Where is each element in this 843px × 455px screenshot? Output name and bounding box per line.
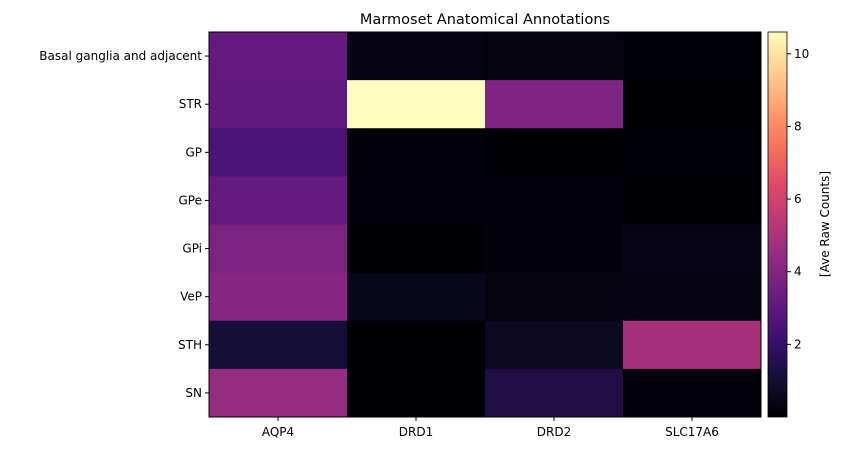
heatmap-cell [347,320,486,370]
y-tick-label: GP [185,145,202,159]
y-tick-label: STR [179,97,202,111]
colorbar [767,31,788,418]
heatmap-cell [347,80,486,129]
colorbar-tick-label: 4 [794,265,802,279]
colorbar-tick-label: 8 [794,119,802,133]
y-tick-label: Basal ganglia and adjacent [39,49,202,63]
y-tick-label: VeP [180,290,202,304]
heatmap-cell [623,320,762,370]
heatmap-cell [623,32,762,81]
heatmap-cell [347,32,486,81]
heatmap-cell [347,224,486,274]
heatmap-cell [623,80,762,129]
x-tick-label: DRD2 [537,425,571,439]
y-tick-label: SN [185,386,202,400]
chart-title: Marmoset Anatomical Annotations [360,12,610,28]
heatmap-cell [485,176,624,225]
heatmap-cell [209,368,348,418]
x-tick-label: DRD1 [399,425,433,439]
heatmap-cell [623,272,762,322]
heatmap-cell [209,128,348,177]
heatmap-cell [347,272,486,322]
heatmap-cell [347,128,486,177]
heatmap-cell [623,128,762,177]
plot-frame [208,31,762,418]
y-tick-label: GPi [182,242,202,256]
heatmap-cell [485,224,624,274]
heatmap-cell [209,32,348,81]
heatmap-cell [623,224,762,274]
heatmap-cell [209,224,348,274]
heatmap-cell [485,368,624,418]
heatmap-cell [623,368,762,418]
heatmap-cell [209,320,348,370]
colorbar-tick-label: 6 [794,192,802,206]
colorbar-tick-label: 10 [794,47,809,61]
heatmap-cell [485,32,624,81]
x-tick-label: SLC17A6 [665,425,719,439]
heatmap-cell [347,176,486,225]
heatmap-cell [485,320,624,370]
heatmap-cell [623,176,762,225]
colorbar-tick-label: 2 [794,337,802,351]
heatmap-cell [485,128,624,177]
y-tick-label: STH [178,338,202,352]
y-tick-label: GPe [179,193,203,207]
heatmap-cell [485,80,624,129]
colorbar-label: [Ave Raw Counts] [818,171,832,277]
heatmap-cell [209,176,348,225]
heatmap-cell [209,272,348,322]
x-tick-label: AQP4 [262,425,294,439]
heatmap-cell [209,80,348,129]
heatmap-cell [485,272,624,322]
heatmap-cell [347,368,486,418]
